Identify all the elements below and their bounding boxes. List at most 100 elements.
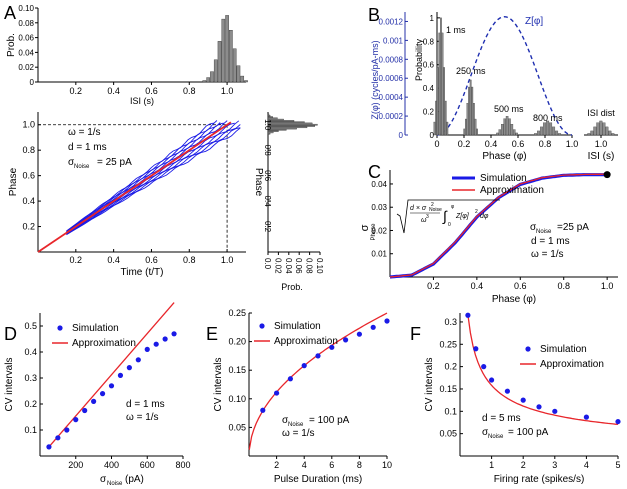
x-tick-label: 2 (274, 460, 279, 470)
x-axis-label: Phase (φ) (492, 294, 536, 305)
annotation-sigma: σ (282, 415, 289, 426)
simulation-trajectory (66, 127, 241, 235)
x-tick-label: 0.06 (294, 258, 303, 274)
y-tick-label: 0.08 (18, 19, 34, 28)
annotation-omega: ω = 1/s (282, 428, 315, 439)
distribution-bar (433, 121, 436, 136)
distribution-bar (555, 130, 559, 136)
histogram-bar (229, 30, 233, 83)
simulation-point (64, 427, 70, 433)
distribution-bar (441, 32, 444, 136)
z-tick-label: 0.0006 (379, 74, 404, 83)
formula-integrand-power: 2 (475, 209, 478, 215)
simulation-point (301, 363, 307, 369)
histogram-bar (267, 121, 305, 123)
annotation-sigma: σ (68, 157, 75, 168)
x-tick-label: 1 (489, 460, 494, 470)
x-tick-label: 0.6 (145, 86, 158, 96)
simulation-point (343, 337, 349, 343)
y-tick-label: 0.2 (24, 399, 37, 409)
panel-letter-f: F (410, 324, 421, 344)
annotation-omega: ω = 1/s (126, 412, 159, 423)
y-tick-label: 0.25 (439, 339, 457, 349)
legend-simulation-label: Simulation (540, 344, 587, 355)
simulation-point (489, 377, 495, 383)
simulation-point (126, 365, 132, 371)
x-tick-label: 0.8 (183, 255, 196, 265)
formula-denominator: ω (421, 217, 427, 224)
y-tick-label: 0.04 (18, 48, 34, 57)
prob-tick-label: 0.4 (423, 84, 435, 93)
distribution-bar (546, 120, 550, 136)
annotation-noise-value: = 100 pA (309, 415, 350, 426)
simulation-point (153, 341, 159, 347)
x-tick-label: 0.02 (273, 258, 282, 274)
approximation-curve (467, 314, 619, 426)
y-tick-label: 0.02 (18, 63, 34, 72)
distribution-bar (510, 124, 514, 136)
distribution-bar (540, 126, 544, 136)
histogram-bar (267, 113, 270, 116)
distribution-bar (436, 67, 439, 136)
y-axis-label: CV intervals (424, 358, 435, 412)
distribution-bar (537, 130, 541, 136)
simulation-point (287, 376, 293, 382)
x-axis-label: σ (100, 474, 107, 485)
z-phi-curve (436, 15, 573, 136)
simulation-point (108, 383, 115, 389)
histogram-bar (210, 71, 214, 83)
simulation-point (504, 388, 510, 394)
x-tick-label: 0.2 (427, 281, 440, 291)
z-tick-label: 0.0008 (379, 55, 404, 64)
simulation-point (99, 391, 106, 397)
simulation-point (135, 357, 141, 363)
histogram-bar (267, 115, 271, 117)
x-tick-label: 1.0 (566, 139, 579, 149)
x-tick-label: 0.6 (512, 139, 525, 149)
y-tick-label: 0.02 (371, 226, 387, 235)
simulation-point (329, 344, 335, 350)
formula-numerator-power: 2 (431, 202, 434, 208)
panel-f-cv-vs-rate: 1 2 3 4 5 0.05 0.1 0.15 0.2 0.25 0.3 CV intervals Si… (424, 312, 621, 485)
distribution-bar (476, 128, 478, 136)
annotation-sigma: σ (530, 222, 537, 233)
distribution-bar (466, 103, 469, 136)
x-tick-label: 0 (434, 139, 439, 149)
histogram-bar (267, 125, 315, 127)
x-tick-label: 2 (521, 460, 526, 470)
legend-approximation-label: Approximation (72, 338, 136, 349)
z-tick-label: 0.001 (383, 36, 404, 45)
distribution-bar (463, 128, 466, 136)
x-tick-label: 1.0 (221, 255, 234, 265)
y-tick-label: 0.05 (228, 422, 246, 432)
simulation-point (384, 318, 390, 324)
histogram-bar (267, 122, 313, 125)
legend-approximation-label: Approximation (480, 185, 544, 196)
x-tick-label: 0.8 (183, 86, 196, 96)
y-tick-label: 0.6 (22, 171, 35, 181)
simulation-point (615, 418, 621, 425)
simulation-point (82, 407, 88, 414)
annotation-duration: d = 1 ms (531, 236, 570, 247)
y-tick-label: 0.25 (228, 308, 246, 318)
x-tick-label: 600 (140, 460, 155, 470)
y-axis-label: Phase (253, 168, 264, 197)
x-tick-label: 0.4 (107, 86, 120, 96)
x-tick-label: 200 (68, 460, 83, 470)
distribution-bar (515, 132, 518, 136)
simulation-point (55, 435, 61, 441)
distribution-bar (543, 122, 547, 136)
y-tick-label: 0.04 (371, 180, 387, 189)
histogram-bar (217, 41, 222, 83)
y-tick-label: 0.8 (263, 145, 272, 157)
panel-a-isi-histogram: 0 0.02 0.04 0.06 0.08 0.10 0.2 0.4 0.6 0.8 1.0 ISI … (6, 4, 248, 106)
simulation-point (552, 408, 558, 414)
distribution-bar (505, 116, 509, 136)
y-tick-label: 0.05 (439, 429, 457, 439)
distribution-bar (474, 118, 477, 136)
simulation-trajectory (66, 124, 241, 235)
x-tick-label: 0.04 (284, 258, 293, 274)
y-tick-label: 0 (30, 78, 35, 87)
annotation-noise-value: = 100 pA (508, 427, 549, 438)
x-tick-label: 1.0 (221, 86, 234, 96)
